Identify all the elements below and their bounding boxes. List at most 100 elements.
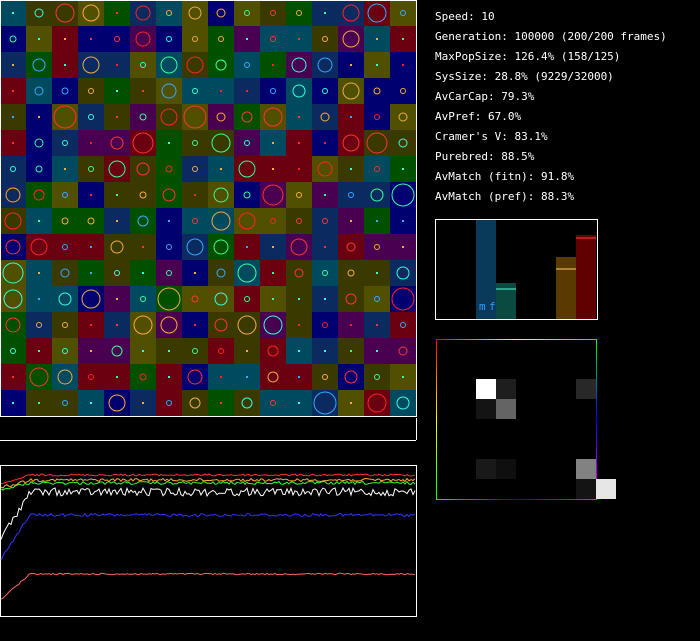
agent bbox=[211, 211, 231, 231]
cell bbox=[234, 390, 260, 416]
cell bbox=[338, 26, 364, 52]
cell bbox=[260, 182, 286, 208]
agent bbox=[168, 220, 170, 222]
matrix-cell bbox=[476, 459, 496, 479]
agent bbox=[241, 111, 253, 123]
agent bbox=[298, 142, 300, 144]
agent bbox=[30, 238, 48, 256]
agent bbox=[348, 192, 354, 198]
cell bbox=[182, 26, 208, 52]
agent bbox=[58, 292, 72, 306]
cell bbox=[182, 156, 208, 182]
agent bbox=[116, 194, 118, 196]
cell bbox=[156, 0, 182, 26]
matrix-cell bbox=[596, 479, 616, 499]
agent bbox=[57, 369, 73, 385]
cell bbox=[208, 234, 234, 260]
cell bbox=[260, 390, 286, 416]
cell bbox=[52, 234, 78, 260]
matrix-cell bbox=[576, 379, 596, 399]
history-plot bbox=[0, 465, 417, 617]
bar-label: f bbox=[489, 300, 496, 313]
agent bbox=[142, 402, 144, 404]
cell bbox=[130, 26, 156, 52]
agent bbox=[324, 194, 326, 196]
bar bbox=[476, 220, 496, 319]
agent bbox=[272, 64, 274, 66]
agent bbox=[135, 5, 151, 21]
agent bbox=[398, 138, 408, 148]
cell bbox=[208, 26, 234, 52]
agent bbox=[370, 188, 384, 202]
cell bbox=[208, 52, 234, 78]
agent bbox=[192, 88, 198, 94]
agent bbox=[373, 87, 381, 95]
cell bbox=[78, 52, 104, 78]
cell bbox=[156, 286, 182, 312]
agent bbox=[322, 374, 328, 380]
cell bbox=[286, 52, 312, 78]
agent bbox=[114, 36, 120, 42]
cell bbox=[390, 390, 416, 416]
agent bbox=[194, 194, 196, 196]
agent bbox=[350, 350, 352, 352]
cell bbox=[130, 104, 156, 130]
cell bbox=[208, 0, 234, 26]
agent bbox=[290, 238, 308, 256]
cell bbox=[78, 156, 104, 182]
agent bbox=[270, 218, 276, 224]
agent bbox=[342, 134, 360, 152]
agent bbox=[294, 268, 304, 278]
history-lines bbox=[0, 473, 416, 600]
cell bbox=[182, 364, 208, 390]
cell bbox=[0, 260, 26, 286]
agent bbox=[244, 62, 250, 68]
agent bbox=[168, 376, 170, 378]
agent bbox=[346, 242, 356, 252]
cell bbox=[104, 338, 130, 364]
cell bbox=[286, 182, 312, 208]
agent bbox=[402, 246, 404, 248]
agent bbox=[296, 10, 302, 16]
matrix-cell bbox=[476, 379, 496, 399]
agent bbox=[116, 64, 118, 66]
stat-line: Purebred: 88.5% bbox=[435, 150, 535, 163]
stat-line: AvPref: 67.0% bbox=[435, 110, 521, 123]
agent bbox=[244, 140, 250, 146]
agent bbox=[62, 192, 68, 198]
bar bbox=[556, 257, 576, 319]
agent bbox=[243, 191, 251, 199]
stat-line: AvMatch (fitn): 91.8% bbox=[435, 170, 574, 183]
cell bbox=[312, 312, 338, 338]
cell bbox=[52, 312, 78, 338]
agent bbox=[12, 142, 14, 144]
bar bbox=[576, 235, 596, 319]
agent bbox=[374, 166, 380, 172]
agent bbox=[90, 194, 92, 196]
agent bbox=[374, 114, 380, 120]
cell bbox=[0, 208, 26, 234]
agent bbox=[272, 246, 274, 248]
cell bbox=[260, 364, 286, 390]
stat-line: AvMatch (pref): 88.3% bbox=[435, 190, 574, 203]
agent bbox=[216, 8, 226, 18]
agent bbox=[88, 166, 94, 172]
agent bbox=[322, 322, 328, 328]
cell bbox=[312, 390, 338, 416]
agent bbox=[298, 324, 300, 326]
cell bbox=[78, 78, 104, 104]
matrix-cell bbox=[576, 459, 596, 479]
agent bbox=[237, 315, 257, 335]
cell bbox=[130, 0, 156, 26]
cell bbox=[390, 130, 416, 156]
cell bbox=[78, 104, 104, 130]
history-line bbox=[0, 480, 416, 491]
agent bbox=[166, 36, 172, 42]
cell bbox=[286, 234, 312, 260]
agent bbox=[396, 266, 410, 280]
cell bbox=[286, 78, 312, 104]
cell bbox=[312, 260, 338, 286]
agent bbox=[62, 244, 68, 250]
agent bbox=[374, 244, 380, 250]
cell bbox=[390, 338, 416, 364]
